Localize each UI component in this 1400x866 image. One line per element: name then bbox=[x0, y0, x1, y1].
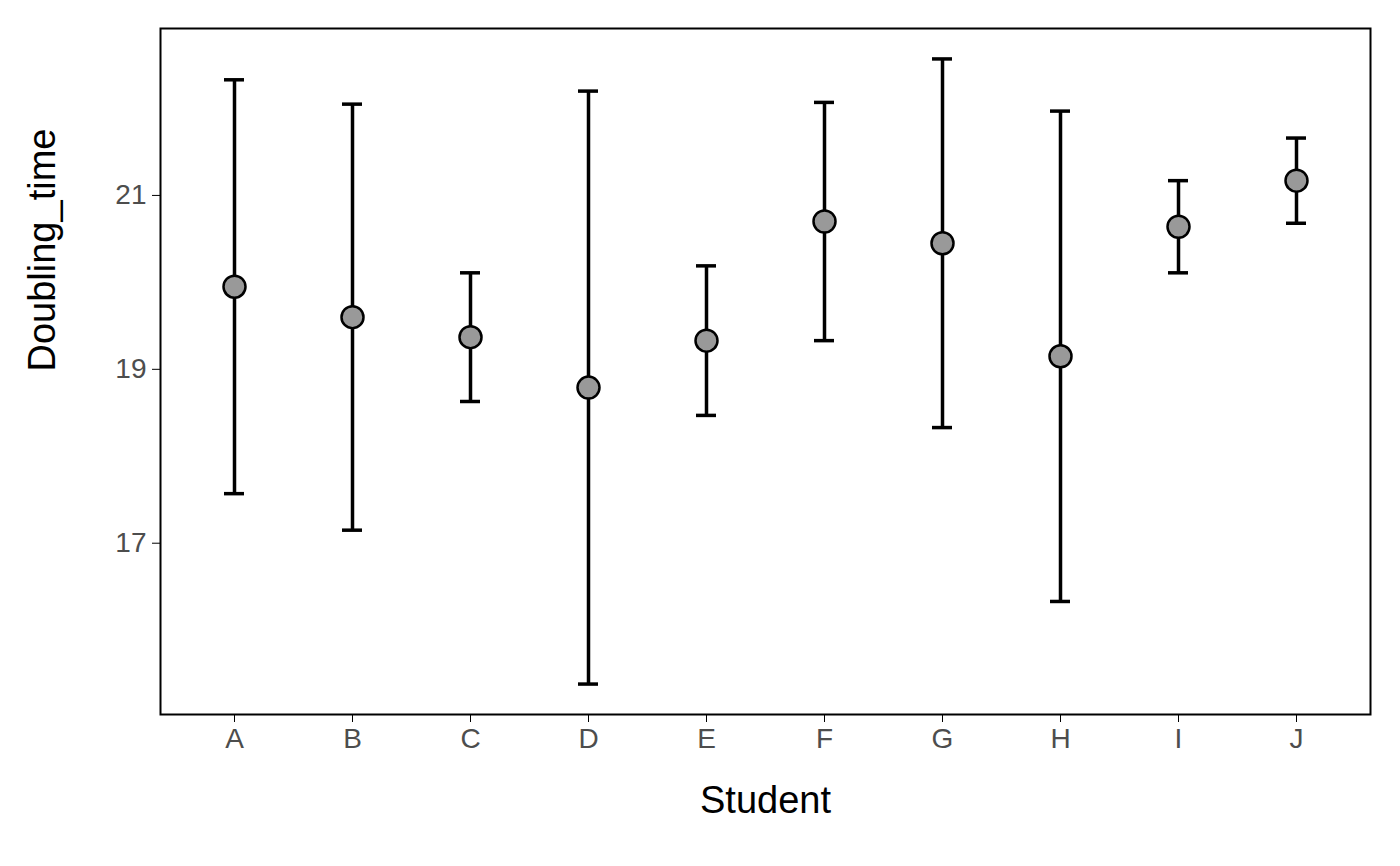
svg-text:19: 19 bbox=[115, 353, 146, 384]
svg-text:C: C bbox=[460, 723, 480, 754]
svg-text:J: J bbox=[1290, 723, 1304, 754]
svg-text:21: 21 bbox=[115, 179, 146, 210]
svg-text:G: G bbox=[932, 723, 954, 754]
svg-text:Student: Student bbox=[700, 779, 831, 821]
svg-text:17: 17 bbox=[115, 527, 146, 558]
svg-text:I: I bbox=[1175, 723, 1183, 754]
svg-text:F: F bbox=[816, 723, 833, 754]
svg-text:A: A bbox=[225, 723, 244, 754]
svg-text:B: B bbox=[343, 723, 362, 754]
svg-text:H: H bbox=[1050, 723, 1070, 754]
svg-text:E: E bbox=[697, 723, 716, 754]
svg-text:D: D bbox=[578, 723, 598, 754]
svg-text:Doubling_time: Doubling_time bbox=[21, 129, 63, 372]
